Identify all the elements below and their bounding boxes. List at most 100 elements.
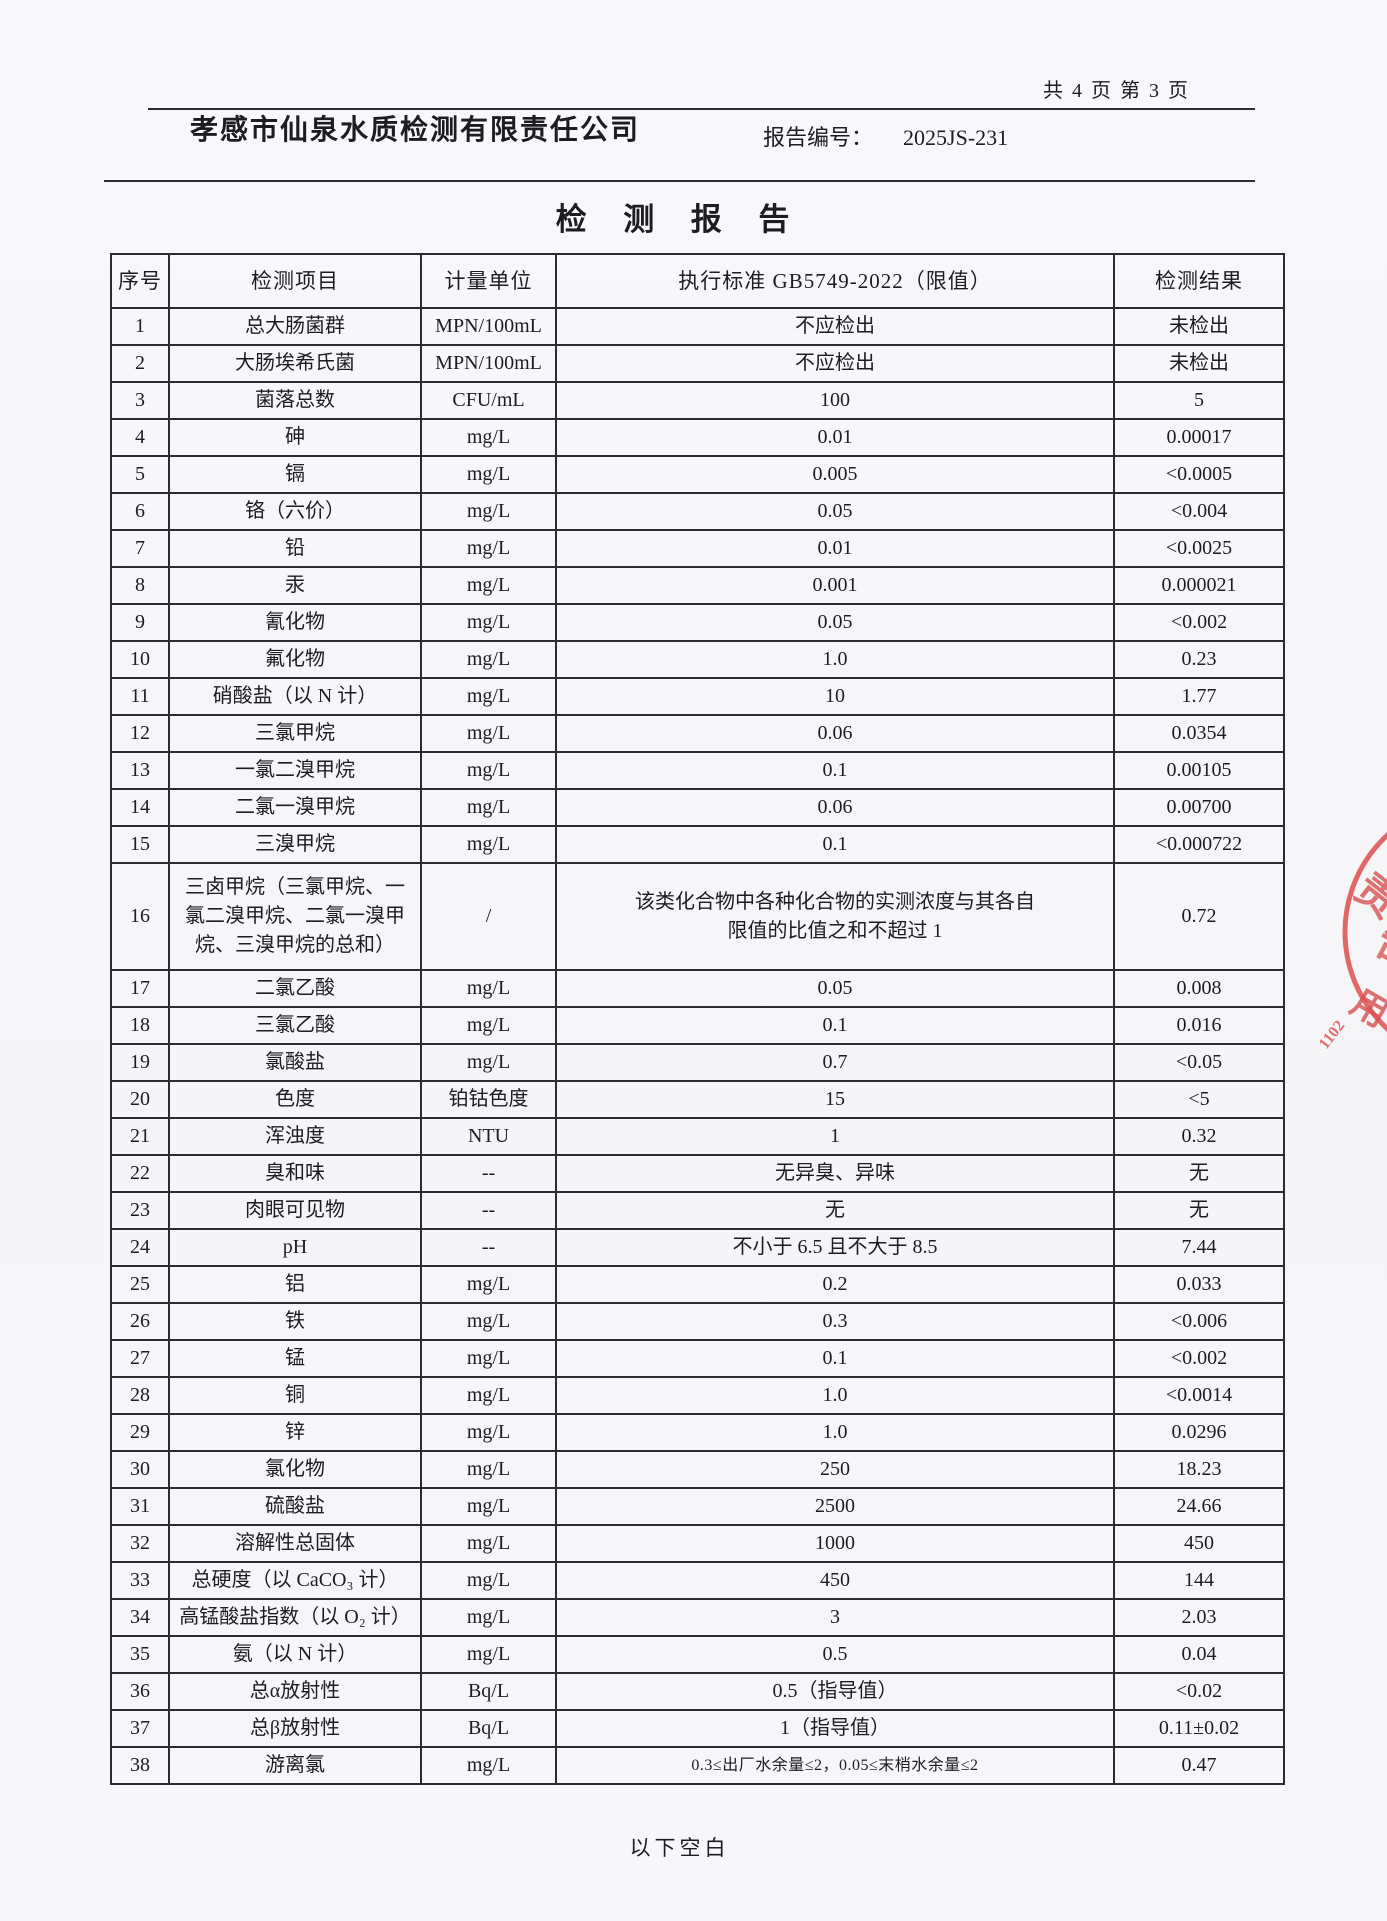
cell-index: 2 (110, 344, 170, 383)
cell-item: 锌 (168, 1413, 422, 1452)
cell-unit: mg/L (420, 788, 557, 827)
document-title: 检 测 报 告 (555, 202, 804, 237)
cell-item: 硫酸盐 (168, 1487, 422, 1526)
cell-unit: / (420, 862, 557, 971)
cell-limit: 不应检出 (555, 344, 1115, 383)
cell-limit: 不小于 6.5 且不大于 8.5 (555, 1228, 1115, 1267)
cell-item: 色度 (168, 1080, 422, 1119)
cell-index: 12 (110, 714, 170, 753)
cell-unit: mg/L (420, 1265, 557, 1304)
cell-unit: mg/L (420, 1006, 557, 1045)
cell-index: 1 (110, 307, 170, 346)
company-name: 孝感市仙泉水质检测有限责任公司 (190, 114, 641, 145)
cell-unit: mg/L (420, 1339, 557, 1378)
cell-unit: mg/L (420, 640, 557, 679)
cell-item: 浑浊度 (168, 1117, 422, 1156)
cell-unit: mg/L (420, 714, 557, 753)
seal-arc (1342, 832, 1387, 1032)
cell-item: 一氯二溴甲烷 (168, 751, 422, 790)
cell-unit: NTU (420, 1117, 557, 1156)
seal-digits: 1102 (1316, 1017, 1349, 1052)
cell-unit: mg/L (420, 1487, 557, 1526)
table-row: 10 氟化物 mg/L 1.0 0.23 (110, 640, 1285, 679)
table-row: 8 汞 mg/L 0.001 0.000021 (110, 566, 1285, 605)
cell-index: 21 (110, 1117, 170, 1156)
cell-unit: mg/L (420, 1746, 557, 1785)
cell-limit: 0.1 (555, 751, 1115, 790)
cell-index: 36 (110, 1672, 170, 1711)
cell-item: 三氯甲烷 (168, 714, 422, 753)
table-head: 序号 检测项目 计量单位 执行标准 GB5749-2022（限值） 检测结果 (110, 253, 1285, 309)
table-row: 30 氯化物 mg/L 250 18.23 (110, 1450, 1285, 1489)
table-row: 20 色度 铂钴色度 15 <5 (110, 1080, 1285, 1119)
col-header-result: 检测结果 (1113, 253, 1285, 309)
cell-result: <0.000722 (1113, 825, 1285, 864)
seal-char-2: 告 (1367, 917, 1387, 978)
cell-result: 未检出 (1113, 307, 1285, 346)
cell-limit: 1000 (555, 1524, 1115, 1563)
cell-result: <0.0014 (1113, 1376, 1285, 1415)
cell-result: 0.04 (1113, 1635, 1285, 1674)
cell-index: 38 (110, 1746, 170, 1785)
cell-index: 34 (110, 1598, 170, 1637)
cell-item: 硝酸盐（以 N 计） (168, 677, 422, 716)
cell-result: 0.033 (1113, 1265, 1285, 1304)
cell-result: 0.32 (1113, 1117, 1285, 1156)
cell-item: 总大肠菌群 (168, 307, 422, 346)
cell-index: 26 (110, 1302, 170, 1341)
cell-item: 三卤甲烷（三氯甲烷、一氯二溴甲烷、二氯一溴甲烷、三溴甲烷的总和） (168, 862, 422, 971)
table-row: 37 总β放射性 Bq/L 1（指导值） 0.11±0.02 (110, 1709, 1285, 1748)
cell-index: 9 (110, 603, 170, 642)
table-header-row: 序号 检测项目 计量单位 执行标准 GB5749-2022（限值） 检测结果 (110, 253, 1285, 309)
table-row: 3 菌落总数 CFU/mL 100 5 (110, 381, 1285, 420)
cell-limit: 无异臭、异味 (555, 1154, 1115, 1193)
cell-result: 0.47 (1113, 1746, 1285, 1785)
cell-unit: -- (420, 1154, 557, 1193)
cell-index: 4 (110, 418, 170, 457)
cell-index: 18 (110, 1006, 170, 1045)
cell-item: 铜 (168, 1376, 422, 1415)
cell-unit: mg/L (420, 1450, 557, 1489)
table-row: 15 三溴甲烷 mg/L 0.1 <0.000722 (110, 825, 1285, 864)
cell-index: 22 (110, 1154, 170, 1193)
cell-index: 24 (110, 1228, 170, 1267)
cell-limit: 250 (555, 1450, 1115, 1489)
col-header-limit: 执行标准 GB5749-2022（限值） (555, 253, 1115, 309)
cell-limit: 0.1 (555, 1006, 1115, 1045)
report-number-label: 报告编号： (763, 125, 874, 150)
cell-result: 0.11±0.02 (1113, 1709, 1285, 1748)
cell-unit: MPN/100mL (420, 307, 557, 346)
table-row: 38 游离氯 mg/L 0.3≤出厂水余量≤2，0.05≤末梢水余量≤2 0.4… (110, 1746, 1285, 1785)
cell-unit: mg/L (420, 1043, 557, 1082)
cell-index: 6 (110, 492, 170, 531)
cell-limit: 0.06 (555, 788, 1115, 827)
cell-result: <0.002 (1113, 1339, 1285, 1378)
cell-limit: 0.05 (555, 603, 1115, 642)
cell-limit: 0.5 (555, 1635, 1115, 1674)
table-body: 1 总大肠菌群 MPN/100mL 不应检出 未检出 2 大肠埃希氏菌 MPN/… (110, 307, 1285, 1785)
cell-unit: mg/L (420, 825, 557, 864)
table-row: 16 三卤甲烷（三氯甲烷、一氯二溴甲烷、二氯一溴甲烷、三溴甲烷的总和） / 该类… (110, 862, 1285, 971)
cell-item: 大肠埃希氏菌 (168, 344, 422, 383)
cell-limit: 3 (555, 1598, 1115, 1637)
cell-item: 氯化物 (168, 1450, 422, 1489)
cell-index: 16 (110, 862, 170, 971)
cell-result: <0.006 (1113, 1302, 1285, 1341)
cell-unit: mg/L (420, 1376, 557, 1415)
cell-unit: mg/L (420, 1561, 557, 1600)
table-row: 21 浑浊度 NTU 1 0.32 (110, 1117, 1285, 1156)
cell-unit: mg/L (420, 1524, 557, 1563)
table-row: 17 二氯乙酸 mg/L 0.05 0.008 (110, 969, 1285, 1008)
cell-index: 25 (110, 1265, 170, 1304)
page-number-info: 共 4 页 第 3 页 (1043, 80, 1190, 102)
cell-limit: 0.3≤出厂水余量≤2，0.05≤末梢水余量≤2 (555, 1746, 1115, 1785)
cell-unit: Bq/L (420, 1709, 557, 1748)
cell-limit: 0.1 (555, 1339, 1115, 1378)
cell-index: 3 (110, 381, 170, 420)
table-row: 32 溶解性总固体 mg/L 1000 450 (110, 1524, 1285, 1563)
table-row: 2 大肠埃希氏菌 MPN/100mL 不应检出 未检出 (110, 344, 1285, 383)
cell-unit: CFU/mL (420, 381, 557, 420)
table-row: 23 肉眼可见物 -- 无 无 (110, 1191, 1285, 1230)
table-row: 5 镉 mg/L 0.005 <0.0005 (110, 455, 1285, 494)
